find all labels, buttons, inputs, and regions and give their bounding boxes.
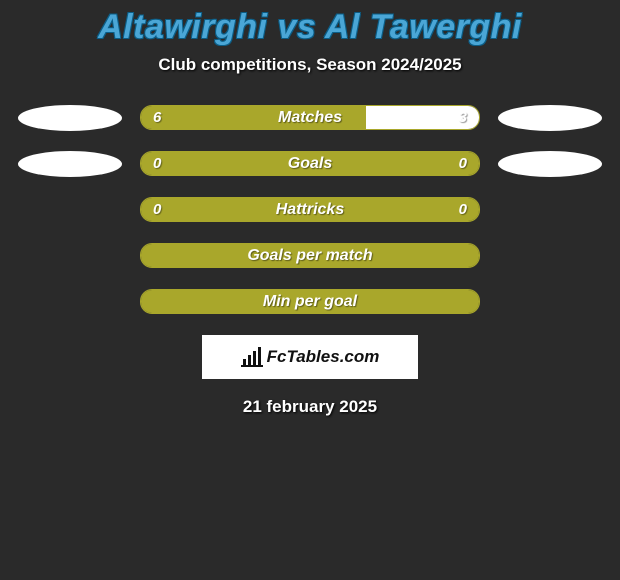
team-b-logo-slot: [490, 105, 610, 131]
team-b-logo-slot: [490, 151, 610, 177]
page-subtitle: Club competitions, Season 2024/2025: [0, 55, 620, 75]
comparison-widget: Altawirghi vs Al Tawerghi Club competiti…: [0, 0, 620, 580]
snapshot-date: 21 february 2025: [0, 397, 620, 417]
stat-value-right: 3: [459, 106, 467, 129]
team-b-logo-placeholder: [498, 105, 602, 131]
stat-row-goals: 0 Goals 0: [0, 151, 620, 176]
stat-bar-mpg: Min per goal: [140, 289, 480, 314]
stat-row-matches: 6 Matches 3: [0, 105, 620, 130]
stat-value-right: 0: [459, 152, 467, 175]
stat-label: Hattricks: [141, 198, 479, 221]
stat-bar-goals: 0 Goals 0: [140, 151, 480, 176]
brand-name: FcTables.com: [267, 347, 380, 367]
page-title: Altawirghi vs Al Tawerghi: [0, 8, 620, 47]
stat-label: Goals: [141, 152, 479, 175]
stat-row-gpm: Goals per match: [0, 243, 620, 268]
stat-label: Goals per match: [141, 244, 479, 267]
stat-row-hattricks: 0 Hattricks 0: [0, 197, 620, 222]
team-a-logo-placeholder: [18, 151, 122, 177]
stat-row-mpg: Min per goal: [0, 289, 620, 314]
stat-value-right: 0: [459, 198, 467, 221]
team-a-logo-placeholder: [18, 105, 122, 131]
bar-chart-icon: [241, 347, 263, 367]
stat-bar-hattricks: 0 Hattricks 0: [140, 197, 480, 222]
stat-label: Matches: [141, 106, 479, 129]
stat-bar-matches: 6 Matches 3: [140, 105, 480, 130]
stat-label: Min per goal: [141, 290, 479, 313]
team-b-logo-placeholder: [498, 151, 602, 177]
brand-footer[interactable]: FcTables.com: [202, 335, 418, 379]
team-a-logo-slot: [10, 105, 130, 131]
team-a-logo-slot: [10, 151, 130, 177]
stat-bar-gpm: Goals per match: [140, 243, 480, 268]
